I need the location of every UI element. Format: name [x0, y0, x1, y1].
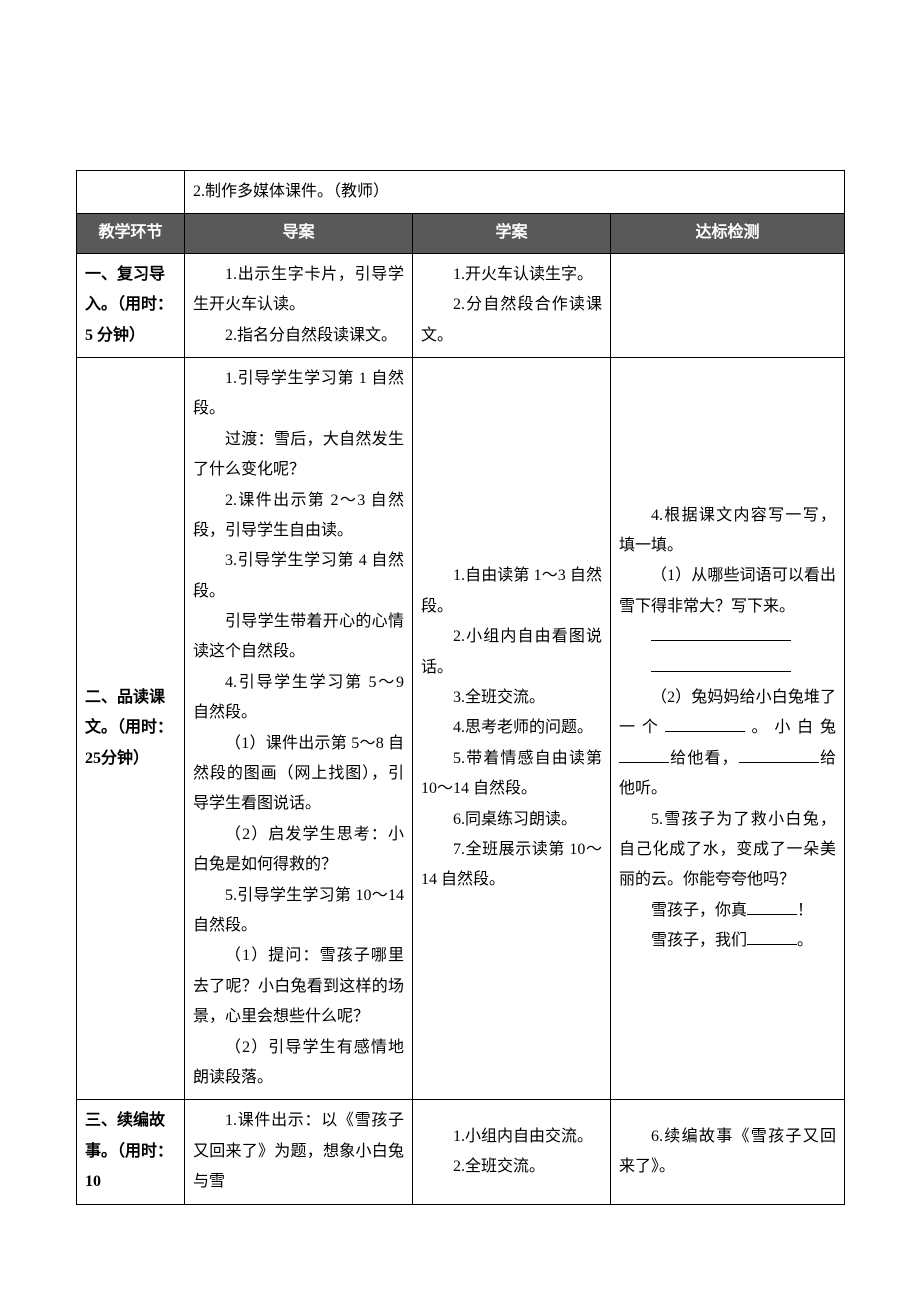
s2-daoan-7: （1）课件出示第 5～8 自然段的图画（网上找图），引导学生看图说话。: [193, 729, 404, 820]
s2-dabiao-p2: （1）从哪些词语可以看出雪下得非常大？写下来。: [619, 561, 836, 622]
s2-dabiao-p5: 雪孩子，你真 ！: [619, 896, 836, 926]
s3-dabiao-text: 6.续编故事《雪孩子又回来了》。: [619, 1122, 836, 1183]
s2-daoan-3: 2.课件出示第 2～3 自然段，引导学生自由读。: [193, 486, 404, 547]
section-1-row: 一、复习导入。（用时：5 分钟） 1.出示生字卡片，引导学生开火车认读。 2.指…: [77, 253, 845, 357]
section-2-dabiao: 4.根据课文内容写一写，填一填。 （1）从哪些词语可以看出雪下得非常大？写下来。…: [611, 357, 845, 1099]
s2-xuean-2: 2.小组内自由看图说话。: [421, 622, 602, 683]
s2-daoan-6: 4.引导学生学习第 5～9 自然段。: [193, 668, 404, 729]
s1-xuean-2: 2.分自然段合作读课文。: [421, 290, 602, 351]
header-col2: 学案: [413, 214, 611, 253]
blank-5: [747, 899, 797, 915]
header-col0: 教学环节: [77, 214, 185, 253]
section-1-dabiao: [611, 253, 845, 357]
section-3-daoan: 1.课件出示：以《雪孩子又回来了》为题，想象小白兔与雪: [185, 1100, 413, 1204]
s2-dabiao-p3: （2）兔妈妈给小白兔堆了一个。小白兔给他看，给他听。: [619, 683, 836, 805]
s3-xuean-2: 2.全班交流。: [421, 1152, 602, 1182]
blank-3c: [739, 747, 819, 763]
blank-6: [747, 929, 797, 945]
section-2-xuean: 1.自由读第 1～3 自然段。 2.小组内自由看图说话。 3.全班交流。 4.思…: [413, 357, 611, 1099]
section-3-dabiao: 6.续编故事《雪孩子又回来了》。: [611, 1100, 845, 1204]
s2-dabiao-p6: 雪孩子，我们 。: [619, 926, 836, 956]
s2-dabiao-p3c: 给他看，: [669, 750, 739, 767]
section-1-title: 一、复习导入。（用时：5 分钟）: [77, 253, 185, 357]
s2-xuean-6: 6.同桌练习朗读。: [421, 805, 602, 835]
s2-daoan-10: （1）提问：雪孩子哪里去了呢？小白兔看到这样的场景，心里会想些什么呢？: [193, 941, 404, 1032]
section-1-xuean: 1.开火车认读生字。 2.分自然段合作读课文。: [413, 253, 611, 357]
s2-dabiao-p1: 4.根据课文内容写一写，填一填。: [619, 501, 836, 562]
s2-dabiao-p6a: 雪孩子，我们: [651, 932, 747, 949]
blank-line-2: [651, 656, 791, 672]
s2-dabiao-blank2: [619, 653, 836, 683]
section-3-xuean: 1.小组内自由交流。 2.全班交流。: [413, 1100, 611, 1204]
s2-daoan-5: 引导学生带着开心的心情读这个自然段。: [193, 607, 404, 668]
s3-xuean-1: 1.小组内自由交流。: [421, 1122, 602, 1152]
s1-daoan-2: 2.指名分自然段读课文。: [193, 321, 404, 351]
pre-row-empty: [77, 171, 185, 214]
lesson-plan-table: 2.制作多媒体课件。（教师） 教学环节 导案 学案 达标检测 一、复习导入。（用…: [76, 170, 845, 1205]
s2-daoan-1: 1.引导学生学习第 1 自然段。: [193, 364, 404, 425]
s2-daoan-9: 5.引导学生学习第 10～14自然段。: [193, 881, 404, 942]
section-3-title: 三、续编故事。（用时：10: [77, 1100, 185, 1204]
s2-xuean-1: 1.自由读第 1～3 自然段。: [421, 561, 602, 622]
pre-row: 2.制作多媒体课件。（教师）: [77, 171, 845, 214]
pre-row-text: 2.制作多媒体课件。（教师）: [193, 183, 389, 200]
section-2-daoan: 1.引导学生学习第 1 自然段。 过渡：雪后，大自然发生了什么变化呢？ 2.课件…: [185, 357, 413, 1099]
s2-dabiao-p5b: ！: [797, 902, 813, 919]
s1-xuean-1: 1.开火车认读生字。: [421, 260, 602, 290]
section-3-row: 三、续编故事。（用时：10 1.课件出示：以《雪孩子又回来了》为题，想象小白兔与…: [77, 1100, 845, 1204]
section-1-daoan: 1.出示生字卡片，引导学生开火车认读。 2.指名分自然段读课文。: [185, 253, 413, 357]
s2-xuean-3: 3.全班交流。: [421, 683, 602, 713]
header-col1: 导案: [185, 214, 413, 253]
s2-dabiao-p3b: 。小白兔: [745, 719, 836, 736]
s2-xuean-7: 7.全班展示读第 10～14 自然段。: [421, 835, 602, 896]
s2-dabiao-p4: 5.雪孩子为了救小白兔，自己化成了水，变成了一朵美丽的云。你能夸夸他吗？: [619, 805, 836, 896]
s2-dabiao-p5a: 雪孩子，你真: [651, 902, 747, 919]
blank-line-1: [651, 625, 791, 641]
pre-row-content: 2.制作多媒体课件。（教师）: [185, 171, 845, 214]
s2-daoan-4: 3.引导学生学习第 4 自然段。: [193, 546, 404, 607]
s3-daoan-1: 1.课件出示：以《雪孩子又回来了》为题，想象小白兔与雪: [193, 1106, 404, 1197]
s2-xuean-4: 4.思考老师的问题。: [421, 713, 602, 743]
s2-xuean-5: 5.带着情感自由读第10～14 自然段。: [421, 744, 602, 805]
header-row: 教学环节 导案 学案 达标检测: [77, 214, 845, 253]
s2-dabiao-blank1: [619, 622, 836, 652]
section-2-row: 二、品读课文。（用时：25分钟） 1.引导学生学习第 1 自然段。 过渡：雪后，…: [77, 357, 845, 1099]
s2-daoan-8: （2）启发学生思考：小白兔是如何得救的？: [193, 820, 404, 881]
section-2-title: 二、品读课文。（用时：25分钟）: [77, 357, 185, 1099]
s2-daoan-11: （2）引导学生有感情地朗读段落。: [193, 1033, 404, 1094]
blank-3b: [619, 747, 669, 763]
s1-daoan-1: 1.出示生字卡片，引导学生开火车认读。: [193, 260, 404, 321]
header-col3: 达标检测: [611, 214, 845, 253]
blank-3a: [665, 716, 745, 732]
s2-dabiao-p6b: 。: [797, 932, 813, 949]
s2-daoan-2: 过渡：雪后，大自然发生了什么变化呢？: [193, 425, 404, 486]
